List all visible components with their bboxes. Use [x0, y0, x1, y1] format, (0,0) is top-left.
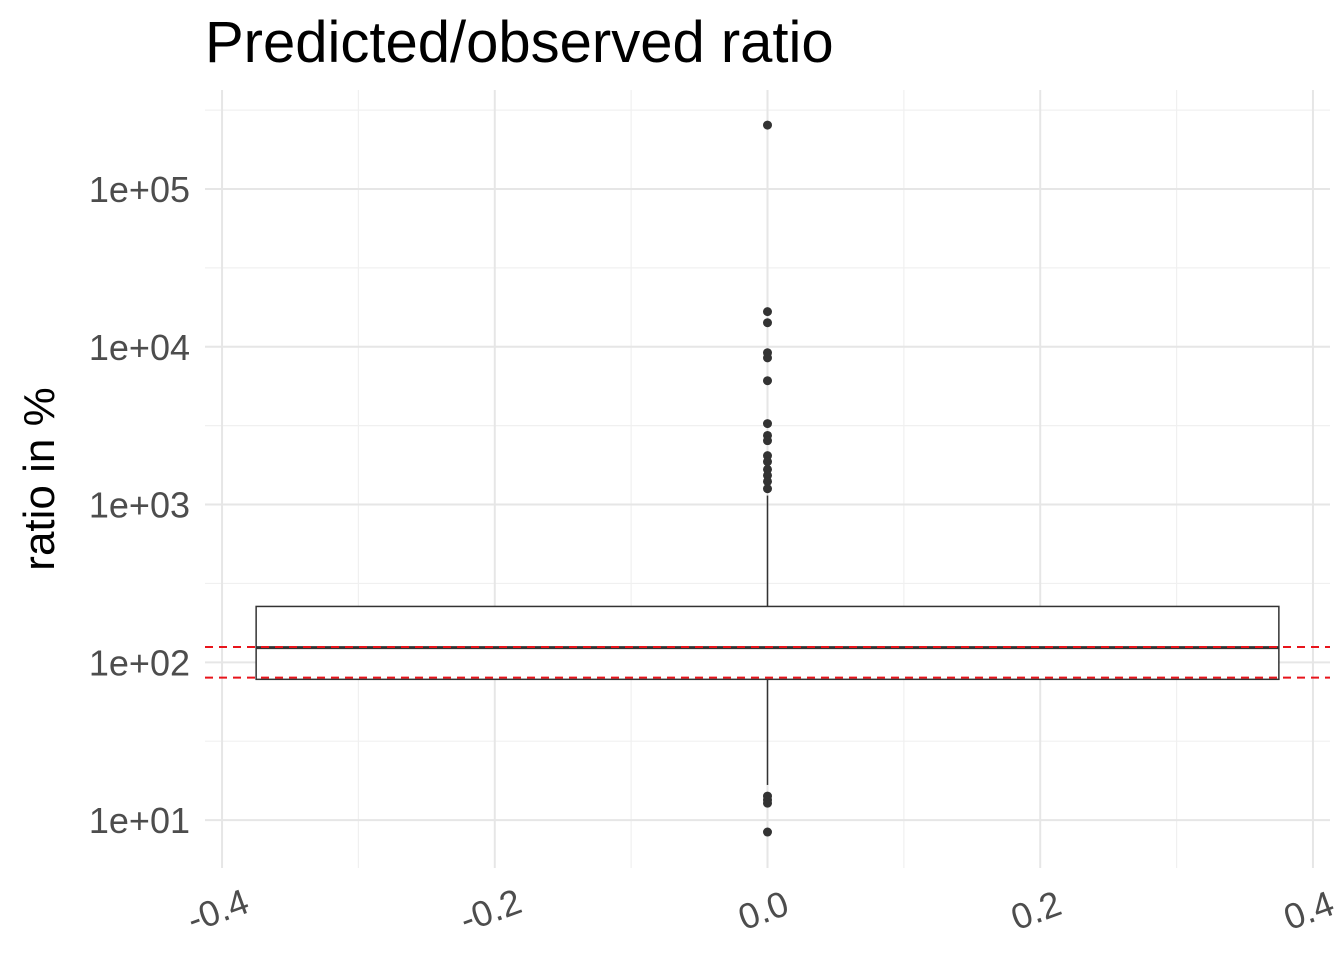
outlier	[763, 436, 772, 446]
outlier	[763, 120, 772, 130]
y-tick-label: 1e+05	[89, 169, 190, 210]
box	[255, 605, 1280, 681]
y-tick-label: 1e+03	[89, 485, 190, 526]
chart-title: Predicted/observed ratio	[205, 10, 834, 75]
y-tick-label: 1e+04	[89, 327, 190, 368]
outlier	[763, 376, 772, 386]
y-tick-label: 1e+01	[89, 800, 190, 841]
outlier	[763, 798, 772, 808]
y-axis-label: ratio in %	[15, 387, 64, 570]
outlier	[763, 353, 772, 363]
outlier	[763, 318, 772, 328]
outlier	[763, 419, 772, 429]
outlier	[763, 484, 772, 494]
outlier	[763, 827, 772, 837]
outlier	[763, 476, 772, 486]
y-tick-label: 1e+02	[89, 642, 190, 683]
outlier	[763, 457, 772, 467]
outlier	[763, 307, 772, 317]
